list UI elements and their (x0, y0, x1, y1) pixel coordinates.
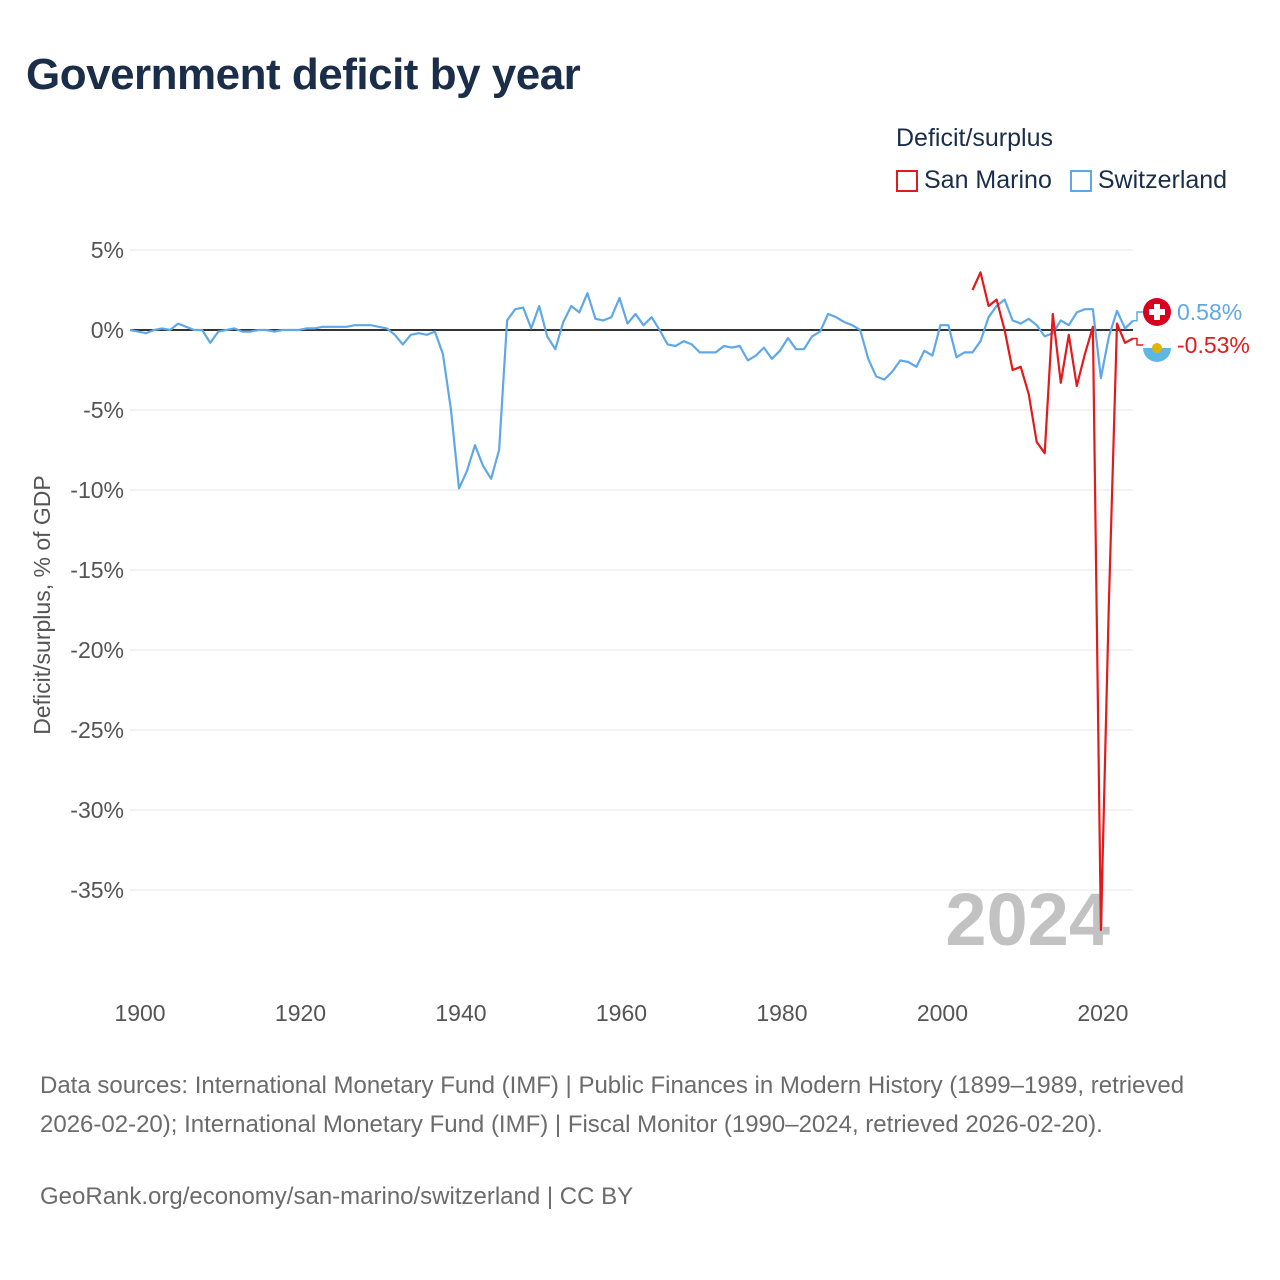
chart-title: Government deficit by year (26, 50, 581, 99)
credit-link[interactable]: GeoRank.org/economy/san-marino/switzerla… (40, 1183, 634, 1210)
legend-label-switzerland: Switzerland (1097, 166, 1228, 194)
flag-white-half (1143, 334, 1171, 348)
x-tick-label: 2000 (917, 1000, 968, 1026)
flag-cross-horizontal (1149, 309, 1165, 315)
legend-title: Deficit/surplus (896, 124, 1053, 152)
legend-swatch-san-marino (896, 169, 918, 192)
x-tick-label: 1940 (435, 1000, 486, 1026)
y-tick-label: -5% (83, 397, 124, 423)
y-tick-label: 0% (91, 317, 124, 343)
x-tick-label: 1980 (756, 1000, 807, 1026)
legend: San Marino Switzerland (896, 166, 1227, 195)
end-label-switzerland: 0.58% (1177, 299, 1242, 325)
y-tick-label: -30% (70, 797, 124, 823)
gridlines (130, 249, 1133, 891)
y-tick-label: -20% (70, 637, 124, 663)
end-label-san-marino: -0.53% (1177, 332, 1250, 358)
x-tick-label: 1960 (596, 1000, 647, 1026)
x-axis-ticks: 1900 1920 1940 1960 1980 2000 2020 (114, 1000, 1128, 1026)
y-tick-label: 5% (91, 237, 124, 263)
connector-san-marino (1133, 337, 1145, 346)
y-axis-label: Deficit/surplus, % of GDP (29, 475, 55, 734)
flag-emblem (1152, 343, 1162, 353)
end-markers: 0.58% -0.53% (1133, 298, 1250, 362)
y-tick-label: -35% (70, 877, 124, 903)
highlight-year: 2024 (945, 878, 1110, 961)
series-lines (129, 271, 1134, 932)
y-tick-label: -15% (70, 557, 124, 583)
legend-swatch-switzerland (1069, 169, 1092, 192)
series-line-san-marino (971, 271, 1134, 932)
legend-item-switzerland[interactable]: Switzerland (1069, 166, 1228, 195)
legend-label-san-marino: San Marino (924, 166, 1052, 194)
y-tick-label: -25% (70, 717, 124, 743)
y-axis-ticks: 5% 0% -5% -10% -15% -20% -25% -30% -35% (70, 237, 124, 903)
data-sources: Data sources: International Monetary Fun… (40, 1072, 1185, 1138)
legend-item-san-marino[interactable]: San Marino (896, 166, 1052, 195)
connector-switzerland (1133, 311, 1145, 322)
line-chart: 5% 0% -5% -10% -15% -20% -25% -30% -35% 1900 1920… (29, 237, 1250, 1026)
y-tick-label: -10% (70, 477, 124, 503)
x-tick-label: 2020 (1077, 1000, 1128, 1026)
x-tick-label: 1920 (275, 1000, 326, 1026)
series-line-switzerland (129, 292, 1134, 490)
x-tick-label: 1900 (114, 1000, 165, 1026)
